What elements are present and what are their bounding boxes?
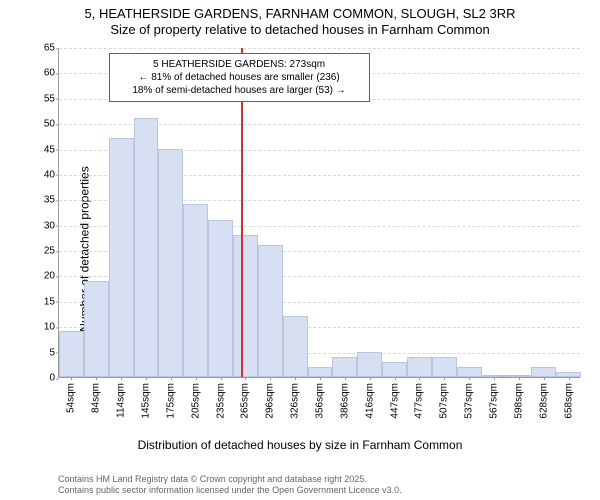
x-tick-mark bbox=[419, 377, 420, 380]
x-tick-label: 567sqm bbox=[489, 383, 500, 419]
title-line-1: 5, HEATHERSIDE GARDENS, FARNHAM COMMON, … bbox=[0, 6, 600, 22]
x-tick-mark bbox=[270, 377, 271, 380]
x-tick-mark bbox=[171, 377, 172, 380]
x-tick-label: 235sqm bbox=[215, 383, 226, 419]
attribution-line-1: Contains HM Land Registry data © Crown c… bbox=[58, 474, 402, 485]
x-tick-mark bbox=[569, 377, 570, 380]
y-tick-label: 20 bbox=[44, 271, 55, 282]
histogram-bar bbox=[109, 138, 134, 377]
x-tick-label: 507sqm bbox=[439, 383, 450, 419]
x-tick-mark bbox=[245, 377, 246, 380]
y-tick-label: 40 bbox=[44, 169, 55, 180]
chart-container: Number of detached properties 0510152025… bbox=[0, 44, 600, 454]
x-tick-mark bbox=[196, 377, 197, 380]
x-tick-label: 628sqm bbox=[538, 383, 549, 419]
x-tick-mark bbox=[544, 377, 545, 380]
x-tick-mark bbox=[320, 377, 321, 380]
histogram-bar bbox=[308, 367, 333, 377]
histogram-bar bbox=[283, 316, 308, 377]
y-tick-label: 60 bbox=[44, 68, 55, 79]
x-tick-label: 145sqm bbox=[141, 383, 152, 419]
y-tick-label: 45 bbox=[44, 144, 55, 155]
y-tick-label: 50 bbox=[44, 119, 55, 130]
y-tick-label: 65 bbox=[44, 43, 55, 54]
histogram-bar bbox=[531, 367, 556, 377]
histogram-bar bbox=[407, 357, 432, 377]
y-tick-label: 5 bbox=[49, 347, 55, 358]
x-tick-label: 386sqm bbox=[339, 383, 350, 419]
histogram-bar bbox=[233, 235, 258, 377]
x-tick-mark bbox=[295, 377, 296, 380]
x-tick-label: 205sqm bbox=[190, 383, 201, 419]
histogram-bar bbox=[258, 245, 283, 377]
histogram-bar bbox=[183, 204, 208, 377]
x-tick-label: 54sqm bbox=[66, 383, 77, 413]
histogram-bar bbox=[59, 331, 84, 377]
y-tick-label: 10 bbox=[44, 322, 55, 333]
chart-title-block: 5, HEATHERSIDE GARDENS, FARNHAM COMMON, … bbox=[0, 0, 600, 39]
x-tick-label: 326sqm bbox=[290, 383, 301, 419]
attribution-block: Contains HM Land Registry data © Crown c… bbox=[58, 474, 402, 496]
x-tick-mark bbox=[146, 377, 147, 380]
x-tick-mark bbox=[71, 377, 72, 380]
y-tick-label: 30 bbox=[44, 220, 55, 231]
x-tick-mark bbox=[444, 377, 445, 380]
histogram-bar bbox=[432, 357, 457, 377]
x-tick-mark bbox=[370, 377, 371, 380]
gridline bbox=[59, 48, 580, 49]
x-tick-mark bbox=[221, 377, 222, 380]
x-tick-mark bbox=[469, 377, 470, 380]
histogram-bar bbox=[84, 281, 109, 377]
plot-area: 0510152025303540455055606554sqm84sqm114s… bbox=[58, 48, 580, 378]
x-tick-label: 477sqm bbox=[414, 383, 425, 419]
histogram-bar bbox=[382, 362, 407, 377]
marker-annotation: 5 HEATHERSIDE GARDENS: 273sqm← 81% of de… bbox=[109, 53, 370, 102]
histogram-bar bbox=[158, 149, 183, 377]
x-tick-label: 265sqm bbox=[240, 383, 251, 419]
x-tick-label: 658sqm bbox=[563, 383, 574, 419]
marker-annotation-line: ← 81% of detached houses are smaller (23… bbox=[116, 71, 363, 84]
title-line-2: Size of property relative to detached ho… bbox=[0, 22, 600, 38]
x-tick-label: 356sqm bbox=[315, 383, 326, 419]
x-tick-mark bbox=[519, 377, 520, 380]
x-tick-label: 447sqm bbox=[389, 383, 400, 419]
x-tick-label: 114sqm bbox=[116, 383, 127, 418]
histogram-bar bbox=[208, 220, 233, 377]
histogram-bar bbox=[357, 352, 382, 377]
marker-annotation-line: 5 HEATHERSIDE GARDENS: 273sqm bbox=[116, 58, 363, 71]
x-tick-label: 84sqm bbox=[91, 383, 102, 413]
x-tick-label: 598sqm bbox=[513, 383, 524, 419]
x-tick-label: 175sqm bbox=[165, 383, 176, 419]
x-axis-label: Distribution of detached houses by size … bbox=[0, 438, 600, 452]
x-tick-mark bbox=[345, 377, 346, 380]
x-tick-mark bbox=[121, 377, 122, 380]
y-tick-label: 55 bbox=[44, 93, 55, 104]
x-tick-label: 537sqm bbox=[464, 383, 475, 419]
x-tick-mark bbox=[96, 377, 97, 380]
y-tick-label: 25 bbox=[44, 246, 55, 257]
y-tick-label: 0 bbox=[49, 373, 55, 384]
x-tick-mark bbox=[395, 377, 396, 380]
histogram-bar bbox=[332, 357, 357, 377]
histogram-bar bbox=[457, 367, 482, 377]
x-tick-mark bbox=[494, 377, 495, 380]
histogram-bar bbox=[134, 118, 159, 377]
attribution-line-2: Contains public sector information licen… bbox=[58, 485, 402, 496]
x-tick-label: 416sqm bbox=[364, 383, 375, 419]
marker-annotation-line: 18% of semi-detached houses are larger (… bbox=[116, 84, 363, 97]
y-tick-label: 35 bbox=[44, 195, 55, 206]
y-tick-label: 15 bbox=[44, 296, 55, 307]
x-tick-label: 296sqm bbox=[265, 383, 276, 419]
